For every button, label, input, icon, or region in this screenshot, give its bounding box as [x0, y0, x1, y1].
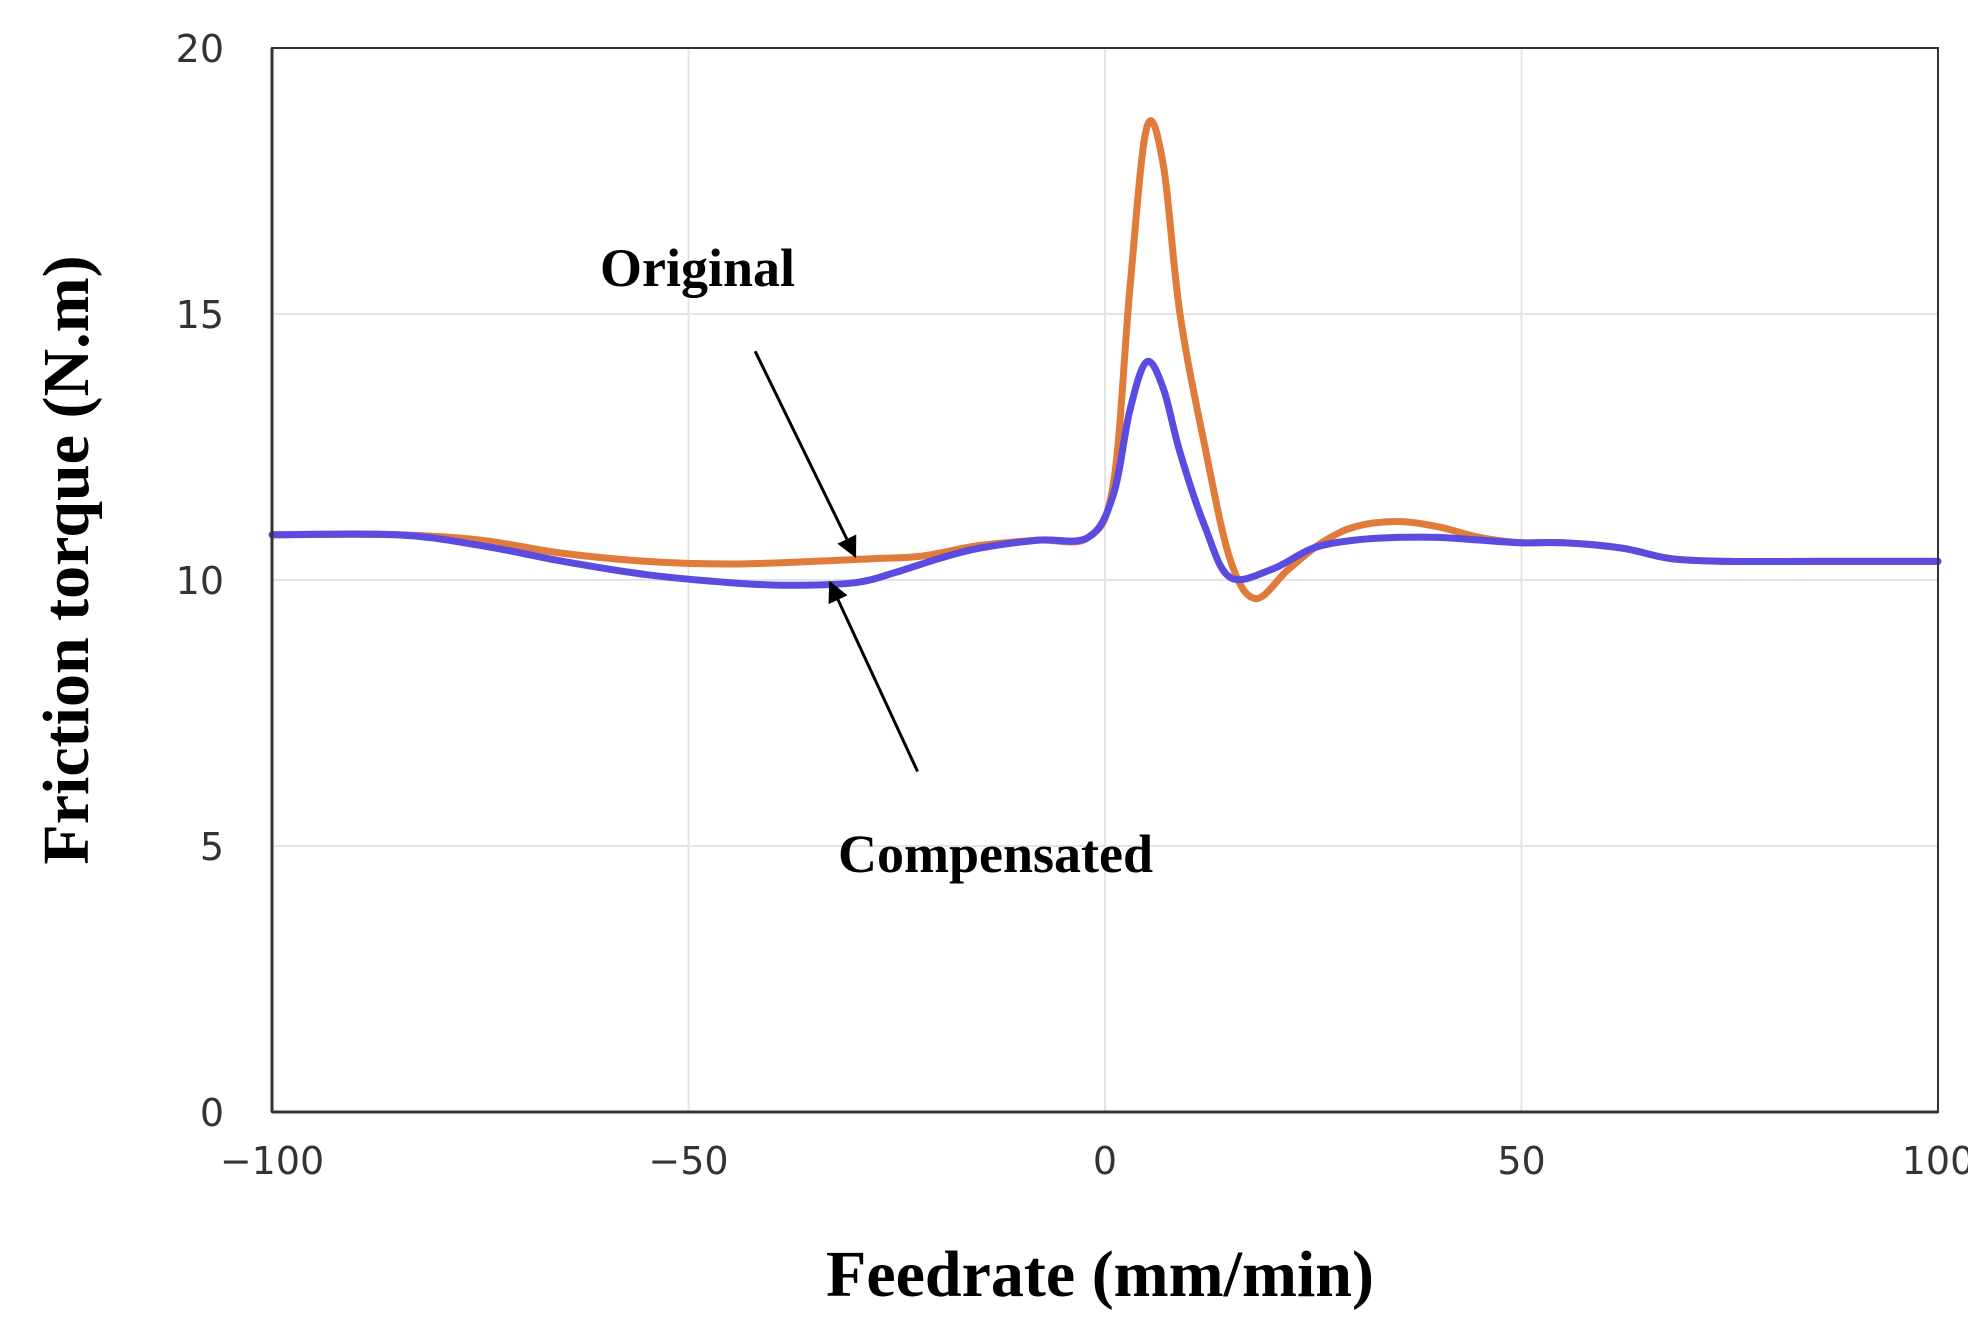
tick-labels: −100 −50 0 50 100 0 5 10 15 20: [176, 27, 1968, 1183]
x-tick-label: 50: [1497, 1139, 1545, 1183]
y-tick-label: 10: [176, 559, 224, 603]
grid-lines: [272, 48, 1938, 1112]
y-tick-label: 5: [200, 825, 224, 869]
annotation-arrows: [753, 350, 919, 773]
series-lines: [268, 117, 1942, 603]
x-axis-title: Feedrate (mm/min): [826, 1238, 1374, 1311]
x-tick-label: −50: [648, 1139, 728, 1183]
x-tick-label: 0: [1093, 1139, 1117, 1183]
annotation-arrow-compensated: [828, 580, 919, 773]
series-line-compensated: [268, 357, 1942, 589]
annotation-arrow-original: [753, 350, 857, 558]
annotation-original-label: Original: [600, 238, 795, 298]
y-axis-title: Friction torque (N.m): [30, 255, 103, 864]
x-tick-label: 100: [1902, 1139, 1968, 1183]
axes: [270, 47, 1939, 1114]
annotation-compensated-label: Compensated: [838, 824, 1153, 884]
x-tick-label: −100: [220, 1139, 324, 1183]
y-tick-label: 0: [200, 1091, 224, 1135]
y-tick-label: 20: [176, 27, 224, 71]
y-tick-label: 15: [176, 293, 224, 337]
